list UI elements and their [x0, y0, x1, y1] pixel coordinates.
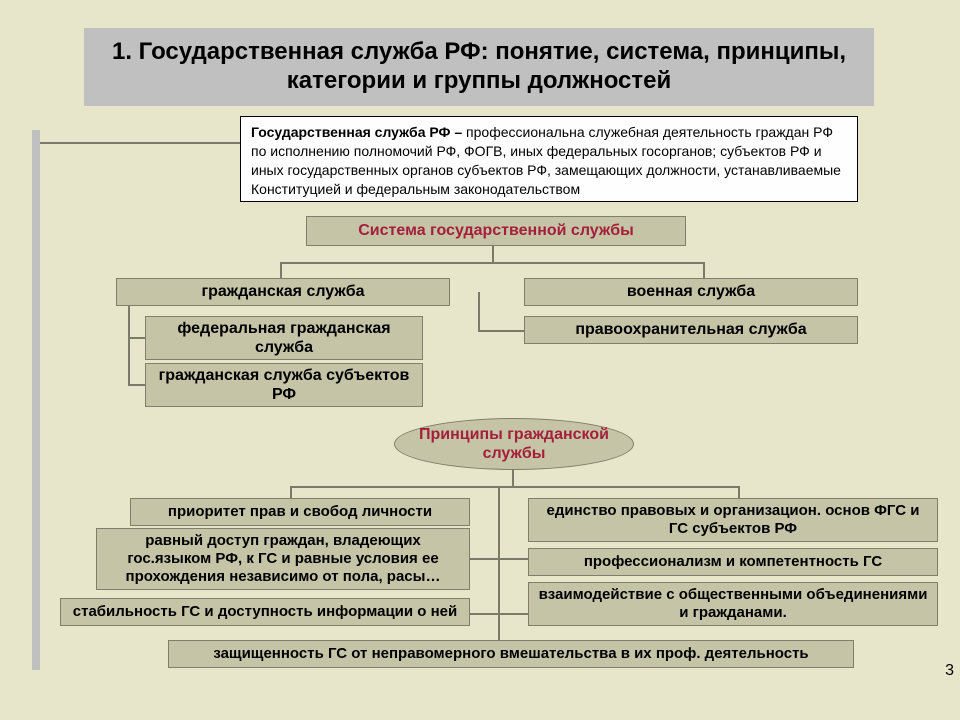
conn — [290, 486, 292, 498]
conn — [280, 262, 705, 264]
side-accent — [32, 130, 40, 670]
principles-header: Принципы гражданской службы — [394, 418, 634, 470]
conn — [492, 246, 494, 262]
definition-bold: Государственная служба РФ – — [251, 124, 462, 140]
principles-header-label: Принципы гражданской службы — [403, 425, 625, 463]
conn — [703, 262, 705, 278]
system-header-label: Система государственной службы — [358, 221, 634, 240]
system-left-1: федеральная гражданская служба — [145, 316, 423, 360]
conn — [498, 486, 500, 666]
conn — [738, 486, 740, 498]
conn — [280, 262, 282, 278]
conn — [512, 470, 514, 486]
system-right-1: правоохранительная служба — [524, 316, 858, 344]
conn — [290, 486, 740, 488]
princ-right-1: профессионализм и компетентность ГС — [528, 548, 938, 576]
princ-left-1: равный доступ граждан, владеющих гос.язы… — [96, 528, 470, 590]
conn — [478, 292, 480, 332]
page-number: 3 — [945, 662, 954, 680]
conn — [466, 613, 532, 615]
princ-right-2: взаимодействие с общественными объединен… — [528, 582, 938, 626]
system-header: Система государственной службы — [306, 216, 686, 246]
conn — [128, 306, 130, 386]
system-right-0: военная служба — [524, 278, 858, 306]
princ-bottom: защищенность ГС от неправомерного вмешат… — [168, 640, 854, 668]
princ-right-0: единство правовых и организацион. основ … — [528, 498, 938, 542]
system-left-0: гражданская служба — [116, 278, 450, 306]
horizontal-rule — [40, 142, 240, 144]
system-left-2: гражданская служба субъектов РФ — [145, 363, 423, 407]
conn — [478, 330, 524, 332]
conn — [128, 384, 145, 386]
conn — [466, 558, 532, 560]
conn — [128, 337, 145, 339]
princ-left-0: приоритет прав и свобод личности — [130, 498, 470, 526]
princ-left-2: стабильность ГС и доступность информации… — [60, 598, 470, 626]
slide-title: 1. Государственная служба РФ: понятие, с… — [84, 28, 874, 106]
definition-box: Государственная служба РФ – профессионал… — [240, 116, 858, 202]
